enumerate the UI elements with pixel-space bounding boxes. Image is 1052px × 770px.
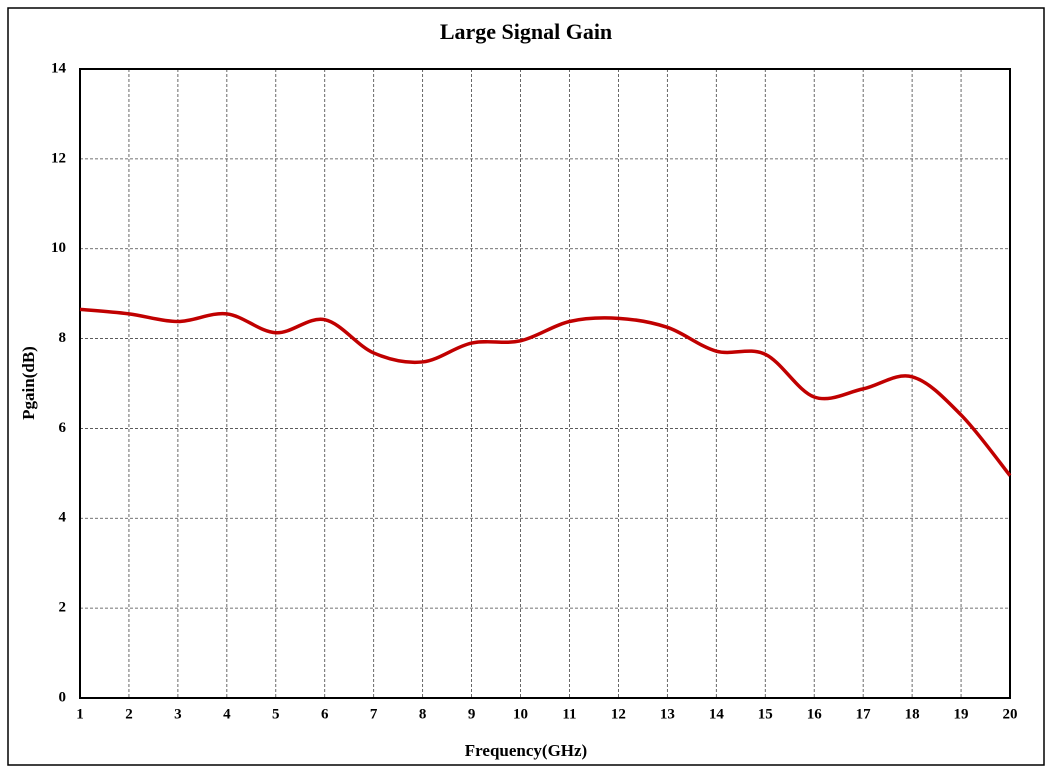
x-tick-label: 20: [1003, 706, 1018, 722]
y-tick-label: 0: [59, 689, 67, 705]
x-tick-label: 11: [562, 706, 576, 722]
x-tick-label: 2: [125, 706, 133, 722]
data-line: [79, 307, 1012, 477]
x-tick-label: 8: [419, 706, 427, 722]
plot-frame: [79, 68, 1011, 699]
y-tick-label: 4: [59, 510, 67, 526]
x-tick-label: 10: [513, 706, 528, 722]
chart-title: Large Signal Gain: [440, 19, 612, 44]
y-tick-label: 10: [51, 240, 66, 256]
y-tick-label: 12: [51, 150, 66, 166]
y-tick-label: 14: [51, 60, 67, 76]
y-tick-label: 8: [59, 330, 67, 346]
y-tick-label: 2: [59, 600, 67, 616]
x-tick-label: 9: [468, 706, 476, 722]
x-tick-label: 15: [758, 706, 773, 722]
chart-border: [7, 7, 1045, 766]
x-tick-label: 13: [660, 706, 675, 722]
x-axis-label: Frequency(GHz): [465, 741, 587, 760]
x-tick-label: 14: [709, 706, 725, 722]
x-tick-label: 17: [856, 706, 872, 722]
x-tick-label: 6: [321, 706, 329, 722]
x-tick-label: 12: [611, 706, 626, 722]
x-tick-label: 1: [76, 706, 84, 722]
y-tick-label: 6: [59, 420, 67, 436]
x-tick-label: 19: [954, 706, 969, 722]
x-tick-label: 16: [807, 706, 823, 722]
x-tick-label: 5: [272, 706, 280, 722]
x-tick-label: 3: [174, 706, 182, 722]
x-tick-label: 7: [370, 706, 378, 722]
y-axis-label: Pgain(dB): [19, 346, 38, 420]
x-tick-label: 18: [905, 706, 920, 722]
x-tick-label: 4: [223, 706, 231, 722]
